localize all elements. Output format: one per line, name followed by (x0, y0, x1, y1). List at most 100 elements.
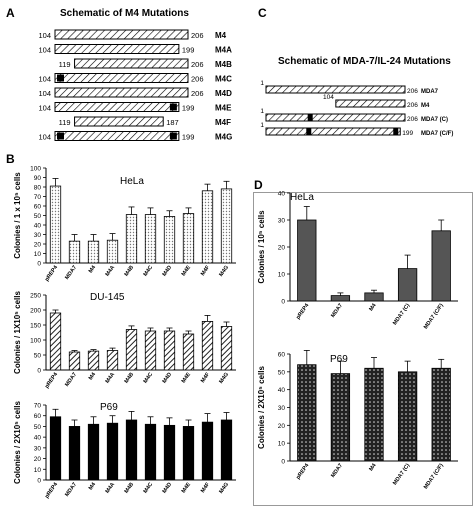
y-tick-label: 10 (278, 272, 286, 279)
category-label: M4E (181, 371, 193, 384)
bar (144, 330, 157, 371)
construct-name: M4 (421, 103, 430, 109)
bar (364, 367, 384, 462)
y-tick-label: 20 (34, 242, 42, 249)
y-tick-label: 10 (34, 251, 42, 258)
construct-bar (54, 87, 189, 98)
bar (125, 329, 138, 371)
construct-name: M4 (215, 31, 227, 40)
category-label: M4B (124, 265, 136, 278)
construct-bar (54, 131, 180, 141)
category-label: M4B (124, 372, 136, 385)
y-tick-label: 90 (34, 175, 42, 182)
y-tick-label: 60 (34, 413, 42, 420)
bar (106, 422, 119, 481)
chart-b-0: 0 10 20 30 40 50 60 70 80 90 100 HeLa Colonies / 1 x… (13, 166, 236, 283)
bar (201, 421, 214, 481)
construct-end-label: 206 (191, 60, 204, 69)
chart-title: DU-145 (90, 292, 125, 303)
chart-b-1: 0 50 100 150 200 250 DU-145 Colonies / 1X10⁵ ce… (13, 290, 236, 390)
category-label: MDA7 (64, 265, 78, 281)
y-tick-label: 60 (34, 204, 42, 211)
chart-title: P69 (330, 354, 348, 365)
y-tick-label: 50 (34, 424, 42, 431)
construct-start-label: 104 (38, 133, 51, 142)
construct-name: M4B (215, 60, 232, 69)
mutation-marker (57, 74, 64, 82)
bar (201, 190, 214, 264)
y-tick-label: 70 (34, 194, 42, 201)
y-tick-label: 0 (281, 459, 285, 466)
y-tick-label: 20 (278, 245, 286, 252)
bar (297, 364, 317, 462)
y-tick-label: 40 (34, 223, 42, 230)
category-label: M4G (218, 372, 230, 385)
mutation-marker (307, 114, 313, 121)
y-tick-label: 10 (34, 467, 42, 474)
bar (163, 216, 176, 264)
panel-letter-c: C (258, 6, 267, 20)
category-label: M4G (218, 265, 230, 278)
category-label: pREP4 (44, 481, 60, 500)
panel-letter-a: A (6, 6, 15, 20)
chart-d-4: 0 10 20 30 40 50 60 P69 Colonies / 2X10⁵ cells pR… (257, 350, 458, 490)
mutation-marker (393, 128, 399, 135)
category-label: M4 (88, 371, 98, 381)
bar (125, 214, 138, 264)
construct-start-label: 104 (323, 94, 334, 101)
category-label: M4C (143, 482, 155, 495)
mutation-marker (169, 132, 177, 140)
construct-name: MDA7 (421, 89, 439, 95)
bar (297, 219, 317, 302)
construct-start-label: 104 (38, 104, 51, 113)
schematic-c-title: Schematic of MDA-7/IL-24 Mutations (278, 56, 451, 67)
chart-title: HeLa (290, 192, 314, 203)
construct-name: M4D (215, 89, 232, 98)
construct-bar (335, 99, 406, 108)
construct-start-label: 104 (38, 31, 51, 40)
category-label: M4A (105, 265, 117, 278)
bar (125, 419, 138, 481)
y-tick-label: 10 (278, 441, 286, 448)
category-label: MDA7 (C/F) (423, 463, 445, 491)
chart-title: HeLa (120, 176, 144, 187)
bar (220, 188, 233, 264)
y-tick-label: 60 (278, 352, 286, 359)
category-label: M4F (200, 264, 212, 277)
y-axis-label: Colonies / 1 x 10⁵ cells (13, 172, 22, 259)
construct-end-label: 199 (182, 46, 195, 55)
construct-end-label: 206 (407, 116, 418, 123)
bar (220, 326, 233, 371)
construct-start-label: 1 (260, 122, 264, 129)
bar (182, 426, 195, 481)
category-label: M4F (200, 481, 212, 494)
construct-bar (265, 127, 401, 136)
bar (49, 312, 62, 371)
y-tick-label: 0 (37, 478, 41, 485)
y-tick-label: 0 (281, 299, 285, 306)
construct-bar (265, 85, 406, 94)
bar (364, 292, 384, 302)
panel-letter-d: D (254, 178, 263, 192)
bar (397, 371, 418, 462)
category-label: M4 (88, 481, 98, 491)
construct-start-label: 1 (260, 80, 264, 87)
construct-bar (54, 44, 180, 54)
construct-end-label: 206 (191, 89, 204, 98)
y-tick-label: 0 (37, 368, 41, 375)
chart-d-3: 0 10 20 30 40 HeLa Colonies / 10⁵ cells pREP4 MD… (257, 191, 458, 330)
category-label: M4 (368, 302, 378, 312)
bar (163, 330, 176, 371)
chart-b-2: 0 10 20 30 40 50 60 70 P69 Colonies / 2X10⁵ cells… (13, 400, 236, 500)
panel-letter-b: B (6, 152, 15, 166)
category-label: M4F (200, 371, 212, 384)
category-label: M4C (143, 265, 155, 278)
construct-end-label: 206 (191, 75, 204, 84)
y-tick-label: 40 (278, 191, 286, 198)
bar (397, 268, 418, 302)
category-label: MDA7 (330, 463, 344, 479)
y-tick-label: 50 (278, 369, 286, 376)
y-tick-label: 20 (278, 423, 286, 430)
bar (68, 351, 81, 371)
